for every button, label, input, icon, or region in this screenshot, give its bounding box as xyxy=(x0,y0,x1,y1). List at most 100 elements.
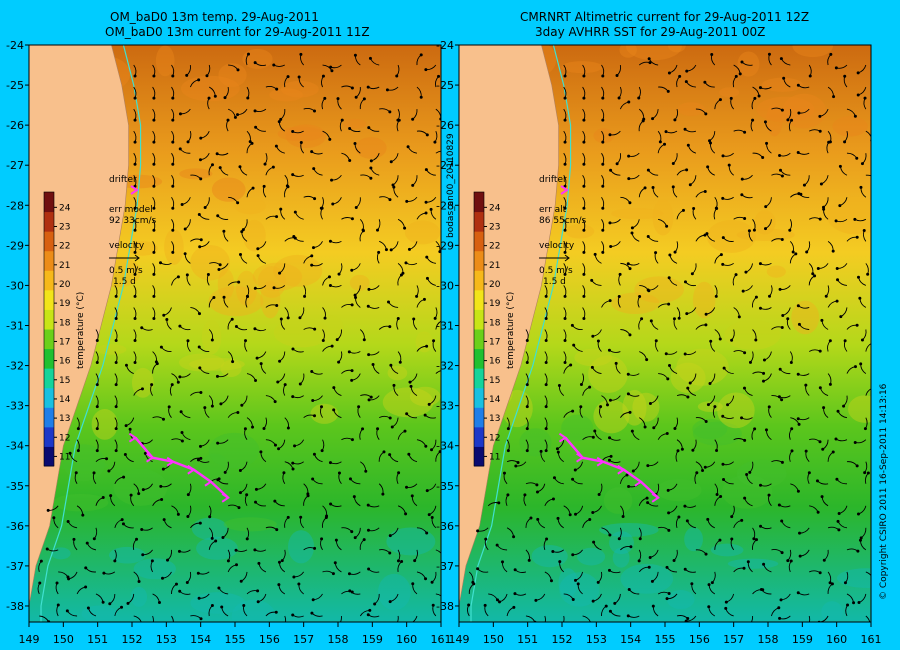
vector-head xyxy=(425,344,429,348)
vector-head xyxy=(133,74,137,78)
x-tick-label: 154 xyxy=(620,633,641,646)
x-tick-label: 153 xyxy=(586,633,607,646)
vector-head xyxy=(400,559,404,563)
vector-head xyxy=(855,156,859,160)
vector-head xyxy=(648,401,652,405)
vector-head xyxy=(590,278,594,282)
vector-head xyxy=(123,453,127,457)
vector-head xyxy=(291,173,295,177)
vector-head xyxy=(734,74,738,78)
vector-head xyxy=(320,537,324,541)
vector-head xyxy=(161,417,165,421)
sst-patch xyxy=(766,103,783,137)
x-tick-label: 150 xyxy=(53,633,74,646)
vector-head xyxy=(246,96,250,100)
vector-head xyxy=(361,427,365,431)
vector-head xyxy=(778,367,782,371)
vector-head xyxy=(95,449,99,453)
vector-head xyxy=(411,183,415,187)
y-tick-label: -35 xyxy=(6,480,24,493)
vector-head xyxy=(108,602,112,606)
vector-head xyxy=(804,383,808,387)
vector-head xyxy=(668,364,672,368)
vector-head xyxy=(348,126,352,130)
y-tick-label: -31 xyxy=(436,319,454,332)
vector-head xyxy=(430,580,434,584)
vector-head xyxy=(593,429,597,433)
vector-head xyxy=(171,74,175,78)
vector-head xyxy=(159,345,163,349)
right-panel-title-1: CMRNRT Altimetric current for 29-Aug-201… xyxy=(520,10,810,24)
vector-head xyxy=(251,186,255,190)
sst-patch xyxy=(108,546,146,564)
vector-head xyxy=(779,598,783,602)
vector-head xyxy=(777,503,781,507)
vector-head xyxy=(523,493,527,497)
vector-head xyxy=(350,217,354,221)
vector-head xyxy=(107,469,111,473)
vector-head xyxy=(311,477,315,481)
vector-head xyxy=(563,250,567,254)
vector-head xyxy=(497,501,501,505)
vector-head xyxy=(590,365,594,369)
vector-head xyxy=(321,74,325,78)
vector-head xyxy=(299,52,303,56)
vector-head xyxy=(178,375,182,379)
vector-head xyxy=(563,162,567,166)
sst-patch xyxy=(349,274,370,291)
colorbar-bin xyxy=(44,250,54,271)
vector-head xyxy=(238,165,242,169)
vector-head xyxy=(320,449,324,453)
vector-head xyxy=(364,469,368,473)
vector-head xyxy=(582,206,586,210)
vector-head xyxy=(607,348,611,352)
vector-head xyxy=(571,477,575,481)
vector-head xyxy=(572,343,576,347)
vector-head xyxy=(369,176,373,180)
vector-head xyxy=(219,402,223,406)
y-tick-label: -37 xyxy=(6,560,24,573)
vector-head xyxy=(759,587,763,591)
sst-patch xyxy=(603,487,633,514)
vector-head xyxy=(238,491,242,495)
vector-head xyxy=(313,546,317,550)
y-tick-label: -25 xyxy=(6,79,24,92)
vector-head xyxy=(161,467,165,471)
vector-head xyxy=(646,235,650,239)
vector-head xyxy=(203,205,207,209)
vector-head xyxy=(574,512,578,516)
vector-head xyxy=(310,254,314,258)
vector-head xyxy=(708,141,712,145)
vector-head xyxy=(197,345,201,349)
vector-head xyxy=(856,512,860,516)
colorbar-bin xyxy=(474,329,484,350)
vector-head xyxy=(688,183,692,187)
vector-head xyxy=(863,96,867,100)
sst-patch xyxy=(131,367,154,398)
vector-head xyxy=(432,339,436,343)
vector-head xyxy=(137,492,141,496)
vector-head xyxy=(563,294,567,298)
vector-head xyxy=(571,409,575,413)
map-axes: 149 150 151 152 153 154 155 156 157 158 159 160 161 -… xyxy=(6,39,889,646)
colorbar-bin xyxy=(44,407,54,428)
vector-head xyxy=(839,315,843,319)
colorbar-tick-label: 14 xyxy=(59,395,71,405)
vector-head xyxy=(198,444,202,448)
vector-head xyxy=(433,140,437,144)
sst-patch xyxy=(386,527,436,556)
vector-head xyxy=(76,427,80,431)
vector-head xyxy=(628,201,632,205)
y-tick-label: -30 xyxy=(6,279,24,292)
vector-head xyxy=(729,96,733,100)
vector-head xyxy=(855,235,859,239)
vector-head xyxy=(813,274,817,278)
vector-head xyxy=(256,600,260,604)
vector-head xyxy=(601,162,605,166)
vector-head xyxy=(628,410,632,414)
vector-head xyxy=(664,130,668,134)
vector-head xyxy=(133,118,137,122)
vector-head xyxy=(183,252,187,256)
vector-head xyxy=(46,508,50,512)
vector-head xyxy=(152,162,156,166)
